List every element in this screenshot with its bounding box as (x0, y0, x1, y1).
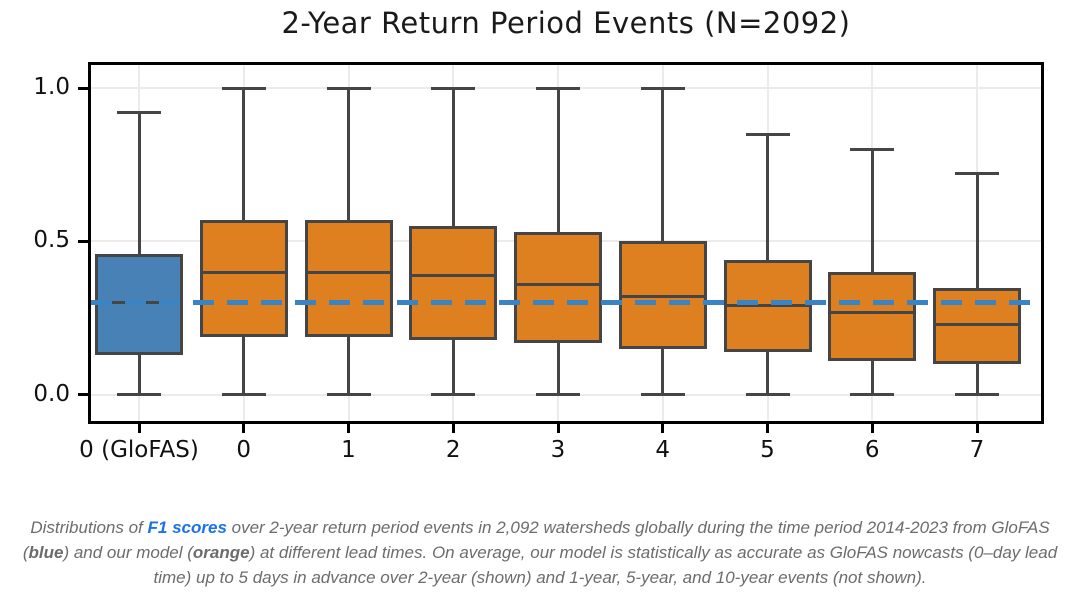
whisker-cap-high (850, 147, 895, 151)
box (933, 287, 1021, 365)
y-tick-label: 1.0 (33, 74, 70, 101)
whisker-cap-low (955, 393, 999, 397)
x-tick-mark (137, 424, 141, 433)
f1-scores-link[interactable]: F1 scores (147, 518, 227, 537)
x-tick-mark (242, 424, 246, 433)
whisker-cap-low (431, 393, 476, 397)
x-tick-label: 0 (GloFAS) (79, 437, 199, 463)
x-tick-mark (975, 424, 979, 433)
x-tick-label: 6 (864, 437, 880, 463)
whisker-cap-high (745, 132, 790, 136)
y-tick-mark (78, 239, 88, 243)
whisker-cap-low (326, 393, 371, 397)
caption-text: ) at different lead times. On average, o… (153, 543, 1058, 587)
x-tick-mark (556, 424, 560, 433)
x-tick-mark (661, 424, 665, 433)
whisker-line (975, 173, 979, 395)
whisker-cap-low (536, 393, 580, 397)
x-tick-label: 0 (236, 437, 252, 463)
x-tick-label: 4 (655, 437, 671, 463)
x-tick-label: 1 (341, 437, 356, 463)
x-tick-mark (451, 424, 455, 433)
caption-text: Distributions of (30, 518, 148, 537)
median-line (517, 282, 599, 286)
whisker-cap-high (326, 86, 371, 90)
box (514, 232, 602, 343)
median-line (621, 295, 704, 299)
whisker-cap-low (221, 393, 266, 397)
chart-title: 2-Year Return Period Events (N=2092) (281, 6, 851, 40)
whisker-cap-low (117, 393, 161, 397)
box (304, 219, 393, 337)
caption-text: ) and our model ( (63, 543, 193, 562)
median-line (202, 270, 285, 274)
caption-text: over 2-year return period events in 2,09… (22, 518, 1050, 562)
x-tick-label: 5 (760, 437, 775, 463)
whisker-cap-low (640, 393, 685, 397)
whisker-cap-low (850, 393, 895, 397)
y-tick-label: 0.5 (33, 227, 70, 254)
box (199, 219, 288, 337)
x-tick-label: 3 (550, 437, 566, 463)
median-line (936, 322, 1018, 326)
x-tick-mark (766, 424, 769, 433)
y-tick-label: 0.0 (33, 380, 70, 407)
y-tick-mark (78, 393, 88, 397)
whisker-cap-high (221, 86, 266, 90)
box (409, 226, 498, 340)
whisker-cap-high (536, 86, 580, 90)
whisker-cap-low (745, 393, 790, 397)
x-tick-mark (870, 424, 874, 433)
plot-area (88, 62, 1044, 424)
median-line (307, 270, 390, 274)
whisker-cap-high (431, 86, 476, 90)
caption-bold-text: orange (192, 543, 250, 562)
caption-bold-text: blue (28, 543, 64, 562)
x-tick-mark (347, 424, 350, 433)
median-line (831, 310, 914, 314)
x-tick-label: 7 (969, 437, 985, 463)
figure-caption: Distributions of F1 scores over 2-year r… (20, 515, 1060, 590)
whisker-cap-high (117, 111, 161, 115)
y-tick-mark (78, 86, 88, 90)
whisker-cap-high (955, 172, 999, 176)
box (618, 241, 707, 349)
reference-line (91, 300, 1041, 306)
median-line (726, 304, 809, 308)
box (828, 272, 917, 362)
median-line (412, 273, 495, 277)
whisker-cap-high (640, 86, 685, 90)
x-tick-label: 2 (445, 437, 461, 463)
